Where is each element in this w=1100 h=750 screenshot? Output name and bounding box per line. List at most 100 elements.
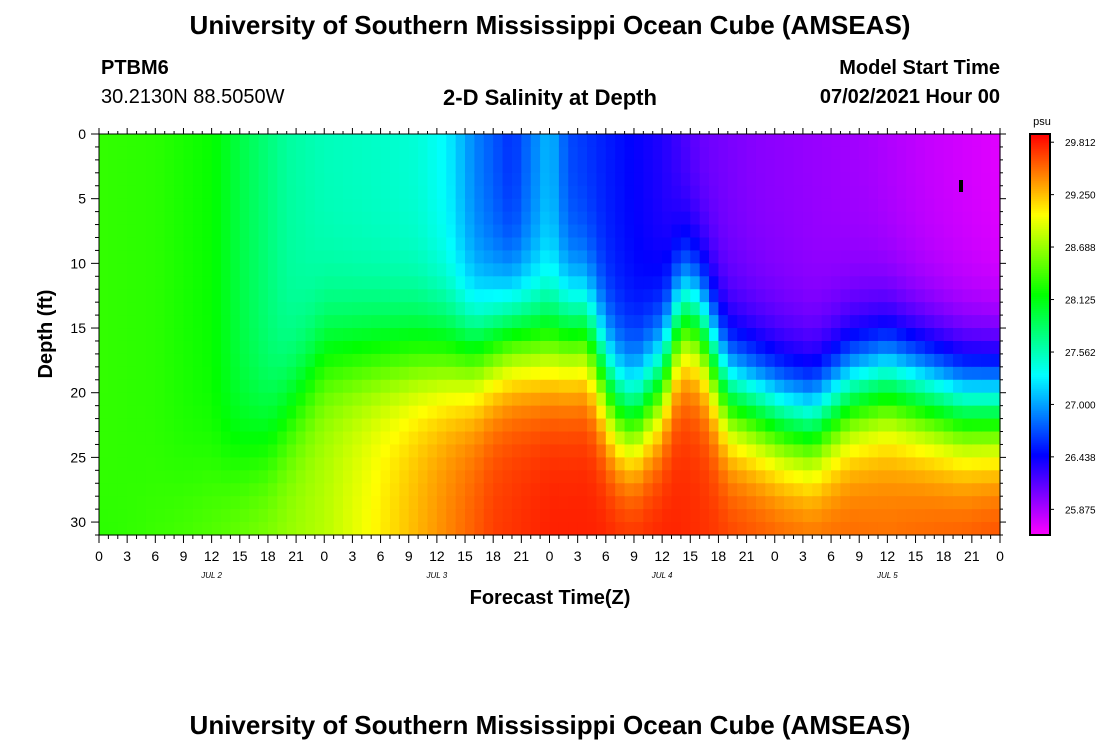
heatmap-cell [361,405,372,420]
heatmap-cell [221,198,231,213]
heatmap-cell [155,172,166,187]
heatmap-cell [840,470,851,484]
heatmap-cell [267,224,278,239]
heatmap-cell [962,276,973,290]
heatmap-cell [155,250,166,264]
heatmap-cell [887,134,898,148]
heatmap-cell [296,198,307,213]
heatmap-cell [136,134,147,148]
heatmap-cell [296,172,307,187]
heatmap-cell [380,276,391,290]
colorbar-step [1030,288,1050,291]
heatmap-cell [568,315,579,329]
heatmap-cell [221,250,231,264]
heatmap-cell [718,159,729,174]
heatmap-cell [859,340,870,355]
heatmap-cell [615,431,626,446]
heatmap-cell [962,379,973,394]
heatmap-cell [849,185,860,200]
heatmap-cell [136,431,147,446]
heatmap-cell [784,328,795,342]
heatmap-cell [474,379,485,394]
heatmap-cell [389,198,400,213]
heatmap-cell [164,509,175,523]
heatmap-cell [953,522,964,536]
heatmap-cell [709,340,720,355]
heatmap-cell [793,470,804,484]
heatmap-cell [333,470,344,484]
heatmap-cell [924,431,935,446]
heatmap-cell [915,328,926,342]
heatmap-cell [887,237,898,252]
heatmap-cell [934,496,945,510]
heatmap-cell [174,379,185,394]
heatmap-cell [680,263,691,277]
heatmap-cell [455,444,466,458]
heatmap-cell [981,470,992,484]
heatmap-cell [267,159,278,174]
heatmap-cell [596,444,607,458]
heatmap-cell [333,418,344,433]
heatmap-cell [521,185,532,200]
heatmap-cell [389,263,400,277]
heatmap-cell [568,185,579,200]
heatmap-cell [474,509,485,523]
heatmap-cell [802,172,813,187]
heatmap-cell [418,134,429,148]
heatmap-cell [502,289,513,303]
heatmap-cell [352,315,363,329]
heatmap-cell [821,185,832,200]
heatmap-cell [540,353,551,368]
heatmap-cell [249,237,260,252]
heatmap-cell [483,250,494,264]
heatmap-cell [577,457,588,471]
heatmap-cell [605,185,616,200]
heatmap-cell [812,379,823,394]
heatmap-cell [624,159,635,174]
colorbar-step [1030,388,1050,392]
colorbar-step [1030,496,1050,500]
heatmap-cell [455,431,466,446]
heatmap-cell [483,418,494,433]
heatmap-cell [239,172,250,187]
heatmap-cell [699,483,710,497]
heatmap-cell [436,328,447,342]
plot-title: 2-D Salinity at Depth [443,85,657,110]
colorbar-step [1030,196,1050,199]
heatmap-cell [934,134,945,148]
heatmap-cell [230,250,241,264]
heatmap-cell [587,522,598,536]
heatmap-cell [596,496,607,510]
heatmap-cell [906,340,917,355]
heatmap-cell [934,366,945,381]
heatmap-cell [765,353,776,368]
heatmap-cell [174,159,185,174]
heatmap-cell [924,172,935,187]
x-tick-label: 6 [602,548,610,564]
heatmap-cell [774,159,785,174]
colorbar-step [1030,416,1050,420]
heatmap-cell [915,263,926,277]
heatmap-cell [737,444,748,458]
heatmap-cell [418,237,429,252]
heatmap-cell [427,134,438,148]
heatmap-cell [277,509,288,523]
x-tick-label: 15 [232,548,248,564]
heatmap-cell [99,509,109,523]
heatmap-cell [633,340,644,355]
x-tick-label: 12 [429,548,445,564]
heatmap-cell [258,263,269,277]
heatmap-cell [840,134,851,148]
heatmap-cell [615,315,626,329]
heatmap-cell [812,302,823,316]
heatmap-cell [840,263,851,277]
heatmap-cell [840,146,851,161]
heatmap-cell [784,146,795,161]
heatmap-cell [174,509,185,523]
heatmap-cell [737,353,748,368]
heatmap-cell [680,366,691,381]
heatmap-cell [127,237,138,252]
heatmap-cell [981,134,992,148]
heatmap-cell [136,496,147,510]
heatmap-cell [277,134,288,148]
